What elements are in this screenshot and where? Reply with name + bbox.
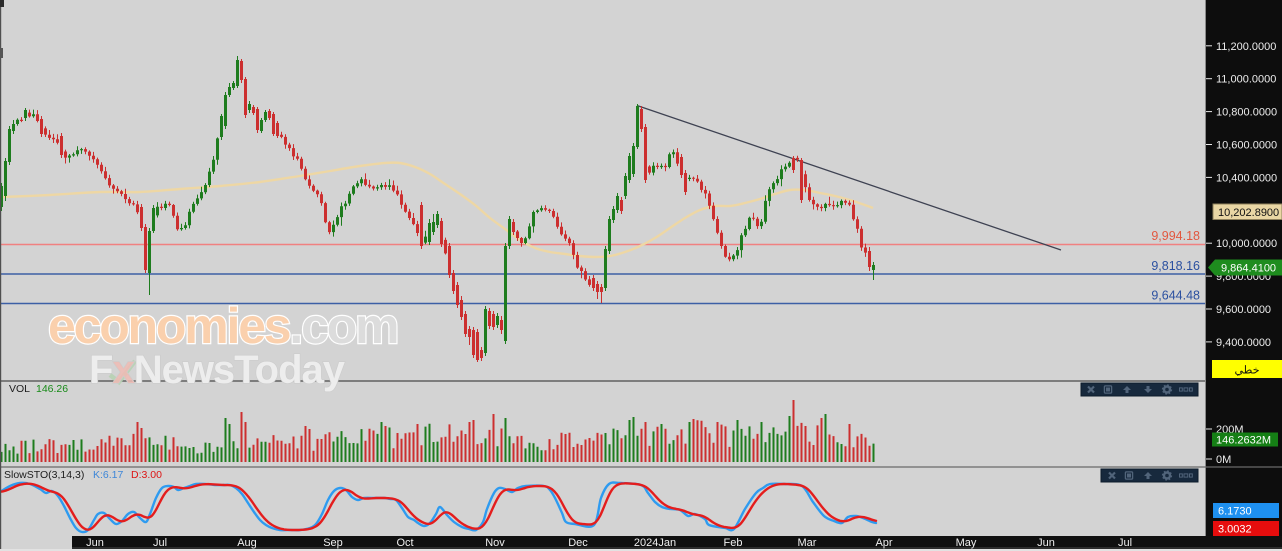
svg-text:خطي: خطي [1235, 365, 1260, 377]
svg-text:2024Jan: 2024Jan [634, 537, 676, 549]
svg-text:Aug: Aug [237, 537, 257, 549]
svg-text:146.2632M: 146.2632M [1216, 435, 1271, 447]
svg-text:146.26: 146.26 [36, 383, 68, 395]
svg-text:Mar: Mar [798, 537, 817, 549]
svg-text:economies.com: economies.com [48, 298, 397, 354]
svg-text:10,000.0000: 10,000.0000 [1216, 238, 1277, 250]
svg-text:9,818.16: 9,818.16 [1151, 259, 1200, 273]
svg-text:D:3.00: D:3.00 [131, 469, 162, 481]
svg-text:Dec: Dec [568, 537, 588, 549]
svg-text:0M: 0M [1216, 454, 1231, 466]
svg-text:Jul: Jul [1118, 537, 1132, 549]
svg-text:Jun: Jun [86, 537, 104, 549]
svg-text:Sep: Sep [323, 537, 343, 549]
svg-text:10,600.0000: 10,600.0000 [1216, 140, 1277, 152]
svg-text:9,644.48: 9,644.48 [1151, 289, 1200, 303]
svg-text:Oct: Oct [396, 537, 413, 549]
svg-text:3.0032: 3.0032 [1218, 524, 1252, 536]
svg-text:11,200.0000: 11,200.0000 [1216, 41, 1276, 53]
svg-text:11,000.0000: 11,000.0000 [1216, 74, 1276, 86]
svg-text:Nov: Nov [485, 537, 505, 549]
svg-text:FxNewsToday: FxNewsToday [89, 348, 346, 392]
svg-text:9,400.0000: 9,400.0000 [1216, 337, 1271, 349]
svg-text:9,994.18: 9,994.18 [1151, 229, 1200, 243]
svg-text:10,400.0000: 10,400.0000 [1216, 172, 1277, 184]
svg-text:May: May [956, 537, 977, 549]
svg-text:9,600.0000: 9,600.0000 [1216, 304, 1271, 316]
svg-text:VOL: VOL [9, 383, 30, 395]
svg-text:9,864.4100: 9,864.4100 [1221, 263, 1276, 275]
svg-text:10,202.8900: 10,202.8900 [1218, 207, 1279, 219]
svg-text:6.1730: 6.1730 [1218, 506, 1252, 518]
svg-text:K:6.17: K:6.17 [93, 469, 124, 481]
svg-text:Jul: Jul [153, 537, 167, 549]
svg-text:Jun: Jun [1037, 537, 1055, 549]
svg-text:SlowSTO(3,14,3): SlowSTO(3,14,3) [4, 469, 84, 481]
svg-text:10,800.0000: 10,800.0000 [1216, 107, 1277, 119]
svg-text:Apr: Apr [875, 537, 892, 549]
svg-text:Feb: Feb [724, 537, 743, 549]
